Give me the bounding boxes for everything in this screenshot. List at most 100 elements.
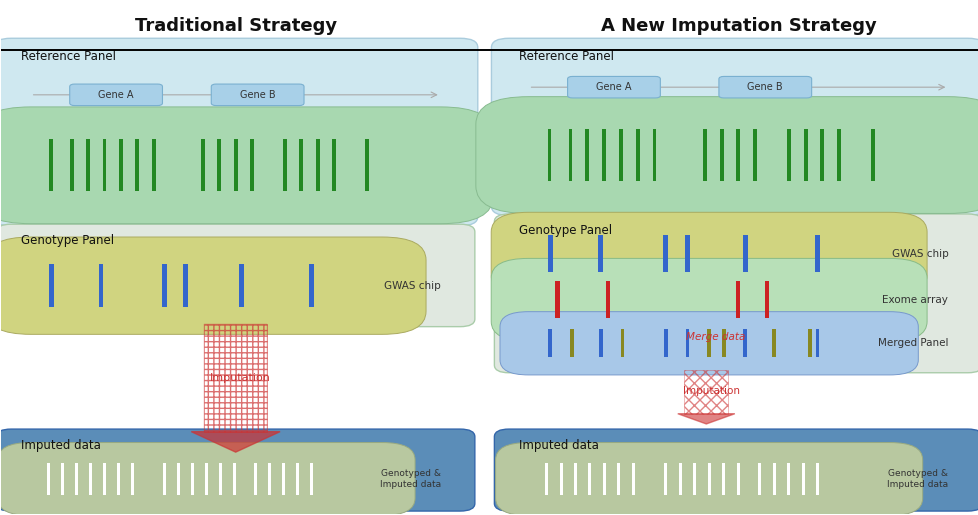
- Bar: [162, 462, 165, 495]
- Bar: [49, 264, 54, 307]
- Bar: [249, 139, 253, 192]
- Text: Reference Panel: Reference Panel: [518, 50, 613, 63]
- Bar: [605, 281, 610, 318]
- FancyBboxPatch shape: [0, 224, 474, 327]
- Bar: [177, 462, 180, 495]
- Text: Gene B: Gene B: [240, 90, 275, 100]
- FancyBboxPatch shape: [718, 76, 811, 98]
- Text: Merge data: Merge data: [686, 332, 744, 342]
- Bar: [234, 139, 238, 192]
- Bar: [601, 129, 605, 181]
- Polygon shape: [677, 414, 734, 424]
- FancyBboxPatch shape: [0, 38, 477, 226]
- Bar: [678, 462, 681, 495]
- Bar: [283, 139, 287, 192]
- Bar: [117, 462, 120, 495]
- Bar: [299, 139, 303, 192]
- Bar: [692, 462, 695, 495]
- Bar: [217, 139, 221, 192]
- FancyBboxPatch shape: [0, 442, 415, 515]
- Bar: [191, 462, 194, 495]
- Bar: [663, 329, 667, 357]
- FancyBboxPatch shape: [500, 312, 917, 375]
- Bar: [233, 462, 236, 495]
- Bar: [548, 235, 553, 272]
- Bar: [602, 462, 605, 495]
- Bar: [620, 329, 624, 357]
- Bar: [203, 324, 267, 432]
- Bar: [758, 462, 761, 495]
- Text: GWAS chip: GWAS chip: [383, 281, 440, 290]
- Bar: [49, 139, 53, 192]
- Bar: [118, 139, 122, 192]
- Bar: [183, 264, 188, 307]
- Bar: [869, 129, 873, 181]
- FancyBboxPatch shape: [491, 212, 926, 295]
- Bar: [684, 370, 728, 414]
- Bar: [742, 329, 746, 357]
- FancyBboxPatch shape: [491, 38, 978, 215]
- Text: Genotyped &
Imputed data: Genotyped & Imputed data: [379, 469, 440, 489]
- Text: Merged Panel: Merged Panel: [877, 338, 948, 348]
- Bar: [69, 139, 73, 192]
- FancyBboxPatch shape: [494, 429, 978, 511]
- Bar: [786, 129, 790, 181]
- Bar: [568, 129, 572, 181]
- Bar: [734, 281, 739, 318]
- Bar: [652, 129, 656, 181]
- Bar: [200, 139, 204, 192]
- Bar: [573, 462, 576, 495]
- Bar: [239, 264, 244, 307]
- Bar: [559, 462, 562, 495]
- Text: A New Imputation Strategy: A New Imputation Strategy: [600, 17, 875, 35]
- Polygon shape: [191, 432, 280, 452]
- FancyBboxPatch shape: [0, 429, 474, 511]
- Bar: [772, 462, 775, 495]
- Bar: [735, 462, 738, 495]
- Text: Genotype Panel: Genotype Panel: [518, 224, 611, 237]
- Bar: [836, 129, 840, 181]
- Text: Gene A: Gene A: [596, 82, 631, 92]
- Bar: [663, 235, 668, 272]
- Bar: [702, 129, 706, 181]
- Bar: [764, 281, 769, 318]
- Bar: [47, 462, 50, 495]
- Text: Traditional Strategy: Traditional Strategy: [135, 17, 336, 35]
- Bar: [664, 462, 667, 495]
- Text: Reference Panel: Reference Panel: [21, 50, 115, 63]
- Bar: [685, 329, 689, 357]
- FancyBboxPatch shape: [491, 259, 926, 341]
- Bar: [598, 235, 602, 272]
- Bar: [585, 129, 589, 181]
- Text: Imputation: Imputation: [210, 373, 271, 383]
- Bar: [203, 324, 267, 432]
- Bar: [735, 129, 739, 181]
- Bar: [722, 462, 725, 495]
- FancyBboxPatch shape: [0, 107, 493, 224]
- FancyBboxPatch shape: [495, 442, 921, 515]
- Bar: [268, 462, 271, 495]
- Text: Genotyped &
Imputed data: Genotyped & Imputed data: [886, 469, 948, 489]
- Bar: [135, 139, 139, 192]
- Bar: [815, 235, 820, 272]
- Bar: [161, 264, 166, 307]
- FancyBboxPatch shape: [0, 237, 425, 334]
- Bar: [707, 462, 710, 495]
- Bar: [89, 462, 92, 495]
- Bar: [618, 129, 622, 181]
- Bar: [86, 139, 90, 192]
- Bar: [635, 129, 639, 181]
- FancyBboxPatch shape: [475, 97, 978, 213]
- Bar: [310, 462, 313, 495]
- Bar: [204, 462, 207, 495]
- Bar: [569, 329, 573, 357]
- Bar: [721, 329, 725, 357]
- Bar: [316, 139, 319, 192]
- Bar: [152, 139, 156, 192]
- Bar: [786, 462, 789, 495]
- FancyBboxPatch shape: [567, 76, 660, 98]
- Bar: [808, 329, 812, 357]
- Text: Gene B: Gene B: [747, 82, 782, 92]
- Bar: [547, 129, 551, 181]
- Bar: [548, 329, 552, 357]
